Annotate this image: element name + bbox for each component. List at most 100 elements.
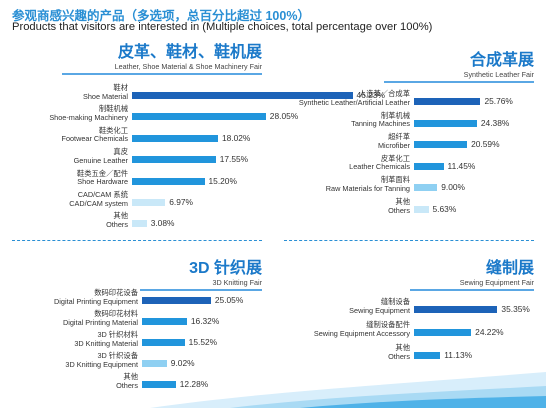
category-label: 3D 针织设备 3D Knitting Equipment <box>65 351 138 369</box>
category-label: CAD/CAM 系统 CAD/CAM system <box>69 190 128 208</box>
value-label: 9.02% <box>170 358 195 368</box>
panel-title: 缝制展 <box>485 260 534 277</box>
panel-subtitle: Synthetic Leather Fair <box>463 70 534 79</box>
value-label: 25.05% <box>214 295 244 305</box>
bar <box>414 98 481 105</box>
category-label-en: Shoe Hardware <box>77 177 128 187</box>
bar-row: 其他 Others 5.63% <box>284 197 534 220</box>
category-label-cn: 3D 针织材料 <box>97 330 138 339</box>
value-label: 20.59% <box>471 139 500 150</box>
bar-row: 其他 Others 3.08% <box>12 212 262 234</box>
category-label-en: Digital Printing Material <box>62 317 138 327</box>
bar-row: 其他 Others 11.13% <box>284 343 534 366</box>
value-label: 25.76% <box>484 96 513 106</box>
bar <box>414 141 468 149</box>
category-label-en: Footwear Chemicals <box>61 134 128 144</box>
bar-row: 制革机械 Tanning Machines 24.38% <box>284 110 534 134</box>
bar <box>142 318 187 325</box>
category-label: 鞋类化工 Footwear Chemicals <box>61 125 128 144</box>
bar-row: 鞋类化工 Footwear Chemicals 18.02% <box>12 125 262 149</box>
bar <box>132 177 205 185</box>
category-label: 制革面料 Raw Materials for Tanning <box>326 176 410 193</box>
bar-row: 制革面料 Raw Materials for Tanning 9.00% <box>284 176 534 198</box>
category-label-cn: 超纤革 <box>388 132 410 142</box>
category-label-cn: 鞋类五金／配件 <box>76 168 128 178</box>
bar-row: 其他 Others 12.28% <box>12 372 262 395</box>
category-label-en: Microfiber <box>377 140 410 150</box>
title-rule <box>140 289 262 291</box>
category-label-cn: CAD/CAM 系统 <box>77 190 128 199</box>
value-label: 12.28% <box>179 379 209 389</box>
category-label: 其他 Others <box>106 212 128 229</box>
category-label-en: 3D Knitting Material <box>74 338 138 348</box>
value-label: 28.05% <box>269 111 299 122</box>
category-label: 数码印花材料 Digital Printing Material <box>62 309 138 327</box>
panel-sewing-equipment: 缝制展 Sewing Equipment Fair 缝制设备 Sewing Equ… <box>284 258 534 398</box>
bar <box>142 339 185 346</box>
category-label-en: Tanning Machines <box>351 119 410 129</box>
bar-chart: 人造革／合成革 Synthetic Leather/Artificial Leat… <box>284 44 534 234</box>
category-label: 制鞋机械 Shoe-making Machinery <box>49 105 128 122</box>
category-label-en: Leather Chemicals <box>349 162 410 172</box>
bar <box>414 119 477 127</box>
bar <box>132 113 266 121</box>
bar-row: 超纤革 Microfiber 20.59% <box>284 133 534 155</box>
category-label: 制革机械 Tanning Machines <box>351 110 410 129</box>
bar-row: 鞋类五金／配件 Shoe Hardware 15.20% <box>12 168 262 192</box>
panel-title: 皮革、鞋材、鞋机展 <box>117 44 262 61</box>
category-label-cn: 其他 <box>123 372 138 381</box>
category-label-en: CAD/CAM system <box>69 198 128 208</box>
panel-subtitle: 3D Knitting Fair <box>212 278 262 287</box>
category-label-cn: 数码印花设备 <box>94 288 138 297</box>
category-label: 真皮 Genuine Leather <box>74 148 128 165</box>
bar <box>142 381 176 388</box>
category-label-cn: 制革面料 <box>380 175 410 185</box>
category-label: 其他 Others <box>388 343 410 361</box>
category-label: 缝制设备配件 Sewing Equipment Accessory <box>314 320 410 338</box>
value-label: 5.63% <box>432 204 457 214</box>
value-label: 16.32% <box>190 316 220 326</box>
category-label: 人造革／合成革 Synthetic Leather/Artificial Leat… <box>299 89 410 107</box>
bar <box>142 360 167 367</box>
category-label: 3D 针织材料 3D Knitting Material <box>74 330 138 348</box>
category-label-cn: 数码印花材料 <box>94 309 138 318</box>
value-label: 24.38% <box>480 117 510 128</box>
value-label: 18.02% <box>221 132 251 143</box>
value-label: 6.97% <box>169 197 193 207</box>
divider-left <box>12 240 262 241</box>
bar-row: 皮革化工 Leather Chemicals 11.45% <box>284 153 534 177</box>
value-label: 15.52% <box>188 337 218 347</box>
bar-row: 3D 针织设备 3D Knitting Equipment 9.02% <box>12 351 262 374</box>
category-label-en: 3D Knitting Equipment <box>65 359 138 369</box>
category-label-cn: 鞋材 <box>113 83 128 92</box>
category-label-en: Genuine Leather <box>73 155 128 165</box>
page-subtitle: Products that visitors are interested in… <box>12 21 433 33</box>
bar <box>132 220 147 228</box>
category-label-en: Others <box>388 351 410 361</box>
panel-title: 合成革展 <box>469 52 534 69</box>
category-label-en: Others <box>116 380 138 390</box>
value-label: 46.23% <box>356 90 385 100</box>
value-label: 9.00% <box>441 182 465 193</box>
category-label-en: Shoe Material <box>82 91 128 101</box>
bar <box>414 162 444 170</box>
category-label: 超纤革 Microfiber <box>378 133 410 150</box>
panel-synthetic-leather: 合成革展 Synthetic Leather Fair 人造革／合成革 Synth… <box>284 44 534 234</box>
title-rule <box>384 81 534 83</box>
category-label: 鞋类五金／配件 Shoe Hardware <box>76 168 128 187</box>
category-label-en: Shoe-making Machinery <box>49 112 128 122</box>
value-label: 24.22% <box>475 327 504 337</box>
panel-subtitle: Sewing Equipment Fair <box>459 278 534 287</box>
category-label-cn: 鞋类化工 <box>98 125 128 135</box>
value-label: 11.45% <box>447 160 476 171</box>
bar <box>132 199 166 206</box>
category-label-cn: 缝制设备配件 <box>366 320 410 329</box>
category-label: 皮革化工 Leather Chemicals <box>349 153 410 172</box>
category-label: 鞋材 Shoe Material <box>82 83 128 101</box>
category-label-cn: 皮革化工 <box>380 153 410 163</box>
category-label-cn: 制革机械 <box>380 110 410 120</box>
title-rule <box>410 289 534 291</box>
category-label-en: Others <box>388 205 410 215</box>
bar <box>414 329 472 336</box>
